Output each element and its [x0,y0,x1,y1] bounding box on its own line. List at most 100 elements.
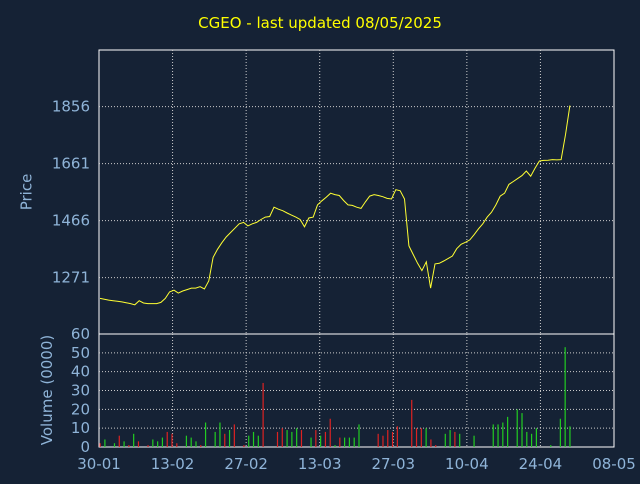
volume-bar [315,430,317,447]
volume-bar [262,382,264,447]
price-tick-label: 1271 [52,269,90,287]
volume-bar [535,428,537,447]
volume-bar [444,433,446,447]
volume-bar [454,431,456,447]
volume-tick-label: 10 [71,419,90,437]
volume-bar [171,433,173,447]
volume-bar [320,435,322,447]
volume-tick-label: 0 [80,438,90,456]
volume-bar [257,435,259,447]
price-tick-label: 1466 [52,212,90,230]
price-line [99,105,571,306]
volume-bar [252,431,255,447]
volume-bar [300,430,303,447]
volume-bar [204,422,207,447]
volume-bar [382,435,384,447]
volume-bar [185,435,187,447]
volume-bar [449,430,451,447]
volume-bar [550,445,552,447]
volume-bar [358,424,360,447]
volume-bar [348,437,351,447]
volume-bar [195,441,197,447]
volume-bar [224,433,226,447]
volume-bar [502,422,504,447]
volume-bar [526,431,528,447]
volume-bar [425,428,427,447]
volume-bar [530,433,533,447]
volume-bar [190,437,192,447]
volume-bar [214,431,216,447]
chart-title: CGEO - last updated 08/05/2025 [198,14,442,32]
volume-bar [166,431,168,447]
volume-bar [353,437,355,447]
volume-bar [113,443,116,447]
volume-bar [324,431,327,447]
volume-axis-label: Volume (0000) [38,334,57,446]
volume-bar [473,435,475,447]
volume-bar [569,426,571,447]
x-tick-label: 13-03 [298,455,342,473]
volume-bar [339,437,341,447]
volume-bar [334,445,336,447]
x-tick-label: 13-02 [151,455,195,473]
price-axis-label: Price [16,173,35,211]
volume-bar [377,433,379,447]
price-tick-label: 1661 [52,155,90,173]
volume-bar [516,409,518,447]
volume-bar [99,443,101,447]
volume-bar [128,445,130,447]
volume-bar [147,445,149,447]
volume-bar [310,437,312,447]
volume-bar [391,431,394,447]
volume-bar [521,413,523,447]
volume-bar [281,428,283,447]
volume-bar [430,439,432,447]
volume-bar [137,441,140,447]
volume-bar [233,424,235,447]
volume-bar [276,431,279,447]
volume-bar [176,443,178,447]
volume-bar [248,435,250,447]
volume-bar [329,418,331,447]
volume-bar [497,424,499,447]
volume-bar [411,399,413,447]
volume-bar [118,435,120,447]
volume-bar [104,439,106,447]
volume-bar [492,424,494,447]
price-tick-label: 1856 [52,98,90,116]
x-tick-label: 10-04 [445,455,489,473]
volume-tick-label: 60 [71,325,90,343]
volume-bar [507,416,509,447]
x-tick-label: 08-05 [592,455,636,473]
x-tick-label: 27-03 [371,455,415,473]
volume-bar [296,428,298,447]
volume-bar [564,347,566,447]
volume-tick-label: 50 [71,344,90,362]
volume-bar [396,426,398,447]
volume-bar [415,428,418,447]
volume-bar [435,445,437,447]
volume-bar [200,445,202,447]
x-tick-label: 30-01 [77,455,121,473]
volume-tick-label: 30 [71,382,90,400]
volume-bar [157,441,159,447]
x-tick-label: 27-02 [224,455,268,473]
volume-tick-label: 20 [71,400,90,418]
volume-bar [152,439,154,447]
volume-bar [459,433,461,447]
volume-bar [243,445,245,447]
volume-bar [133,433,135,447]
volume-bar [344,437,346,447]
volume-tick-label: 40 [71,363,90,381]
volume-bar [286,430,288,447]
volume-bar [123,441,125,447]
x-tick-label: 24-04 [519,455,563,473]
volume-bar [420,428,422,447]
volume-bar [161,437,164,447]
volume-bar [559,418,561,447]
volume-bar [219,422,221,447]
volume-bar [387,430,389,447]
volume-bar [291,431,293,447]
